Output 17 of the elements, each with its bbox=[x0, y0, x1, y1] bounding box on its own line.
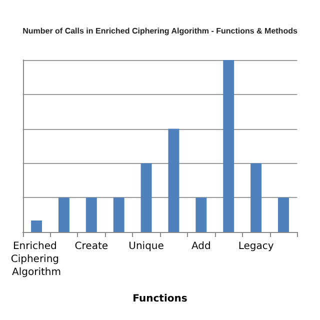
x-tick-label: Add bbox=[191, 241, 211, 252]
bar bbox=[140, 163, 152, 232]
x-tick-label: Unique bbox=[128, 241, 164, 252]
bar bbox=[86, 198, 97, 232]
bar bbox=[58, 198, 70, 232]
bar bbox=[223, 60, 234, 232]
bar bbox=[250, 163, 262, 232]
bar bbox=[113, 198, 124, 232]
bar bbox=[196, 198, 207, 232]
x-tick-label: Create bbox=[74, 241, 108, 252]
x-tick-label: Legacy bbox=[238, 241, 274, 252]
bar bbox=[278, 198, 289, 232]
chart-title: Number of Calls in Enriched Ciphering Algorithm - Functions & Methods bbox=[22, 26, 298, 36]
x-tick-label: Enriched Ciphering Algorithm bbox=[10, 241, 62, 278]
bar bbox=[168, 128, 180, 232]
bar bbox=[31, 220, 42, 232]
x-axis-title: Functions bbox=[132, 294, 188, 304]
